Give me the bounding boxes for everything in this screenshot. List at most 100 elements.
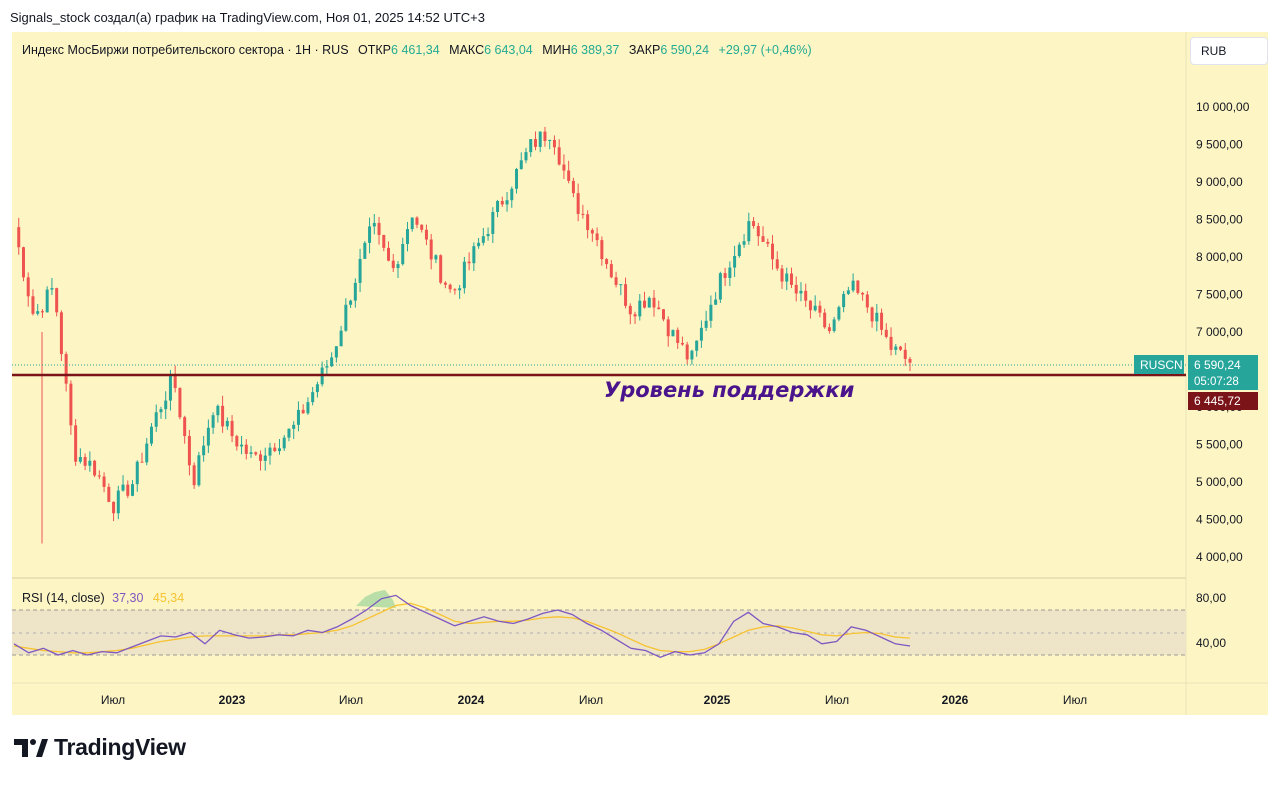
candle xyxy=(676,327,680,349)
candle xyxy=(804,283,808,307)
candles-group xyxy=(17,126,912,544)
candle xyxy=(472,242,476,271)
candle xyxy=(870,306,874,328)
rsi-pane: 80,00 40,00 xyxy=(12,590,1226,659)
low-value: 6 389,37 xyxy=(570,43,620,57)
candle xyxy=(83,453,87,471)
candle xyxy=(358,248,362,293)
candle xyxy=(548,139,552,150)
price-tick-label: 4 000,00 xyxy=(1196,550,1243,564)
candle xyxy=(145,437,149,466)
candle xyxy=(794,276,798,302)
open-value: 6 461,34 xyxy=(391,43,440,57)
candle xyxy=(391,254,395,272)
candle xyxy=(737,242,741,258)
price-tick-label: 7 500,00 xyxy=(1196,288,1243,302)
candle xyxy=(249,445,253,458)
candle xyxy=(808,300,812,319)
price-tick-label: 9 500,00 xyxy=(1196,138,1243,152)
price-tick-label: 8 000,00 xyxy=(1196,250,1243,264)
candle xyxy=(301,404,305,414)
candle xyxy=(74,419,78,466)
candle xyxy=(562,154,566,179)
open-label: ОТКР xyxy=(358,43,392,57)
candle xyxy=(856,279,860,295)
candle xyxy=(259,450,263,471)
candle xyxy=(704,310,708,332)
currency-button[interactable]: RUB xyxy=(1190,37,1268,65)
candle xyxy=(491,207,495,244)
candle xyxy=(519,152,523,170)
candle xyxy=(628,303,632,325)
candle xyxy=(695,340,699,357)
high-label: МАКС xyxy=(449,43,485,57)
candle xyxy=(159,406,163,419)
candle xyxy=(263,447,267,471)
candle xyxy=(344,298,348,332)
candle xyxy=(112,501,116,522)
rsi-legend[interactable]: RSI (14, close) 37,30 45,34 xyxy=(22,591,184,605)
candle xyxy=(643,291,647,309)
time-tick-label: Июл xyxy=(1063,693,1087,707)
candle xyxy=(387,241,391,262)
time-tick-label: 2023 xyxy=(219,693,246,707)
candle xyxy=(633,311,637,324)
candle xyxy=(557,139,561,166)
candle xyxy=(510,186,514,208)
candle xyxy=(78,448,82,464)
price-tick-label: 10 000,00 xyxy=(1196,100,1250,114)
candle xyxy=(240,435,244,455)
candle xyxy=(605,258,609,269)
candle xyxy=(154,404,158,432)
time-tick-label: Июл xyxy=(579,693,603,707)
symbol-legend[interactable]: Индекс МосБиржи потребительского сектора… xyxy=(22,43,812,57)
close-label: ЗАКР xyxy=(628,43,661,57)
rsi-tick-80: 80,00 xyxy=(1196,591,1226,605)
candle xyxy=(287,428,291,442)
candle xyxy=(742,234,746,248)
candle xyxy=(97,470,101,480)
candle xyxy=(771,235,775,270)
support-annotation[interactable]: Уровень поддержки xyxy=(604,378,855,402)
candle xyxy=(685,341,689,365)
support-price-tag: 6 445,72 xyxy=(1188,392,1258,410)
bar-countdown: 05:07:28 xyxy=(1188,373,1258,390)
time-tick-label: 2026 xyxy=(942,693,969,707)
candle xyxy=(586,210,590,239)
rsi-label: RSI (14, close) xyxy=(22,591,105,605)
candle xyxy=(624,277,628,309)
candle xyxy=(140,452,144,463)
candle xyxy=(135,460,139,492)
candle xyxy=(894,344,898,355)
candle xyxy=(31,289,35,316)
candle xyxy=(59,310,63,361)
candle xyxy=(533,131,537,151)
candle xyxy=(647,296,651,308)
candle xyxy=(614,271,618,288)
candle xyxy=(486,227,490,241)
candle xyxy=(861,291,865,301)
candle xyxy=(832,316,836,333)
candle xyxy=(192,462,196,489)
candle xyxy=(168,369,172,411)
candle xyxy=(657,300,661,310)
candle xyxy=(349,299,353,308)
close-value: 6 590,24 xyxy=(660,43,710,57)
candle xyxy=(415,216,419,229)
candle xyxy=(543,126,547,147)
symbol-tag: RUSCN xyxy=(1134,355,1184,374)
candle xyxy=(799,282,803,302)
candle xyxy=(865,291,869,313)
candle xyxy=(131,480,135,497)
high-value: 6 643,04 xyxy=(484,43,533,57)
candle xyxy=(353,278,357,308)
candle xyxy=(21,246,25,282)
rsi-value: 37,30 xyxy=(112,591,144,605)
candle xyxy=(211,412,215,434)
candle xyxy=(458,284,462,299)
tradingview-logo[interactable]: TradingView xyxy=(14,734,186,761)
candle xyxy=(524,147,528,164)
price-tick-label: 5 500,00 xyxy=(1196,438,1243,452)
low-label: МИН xyxy=(542,43,571,57)
candle xyxy=(244,439,248,460)
